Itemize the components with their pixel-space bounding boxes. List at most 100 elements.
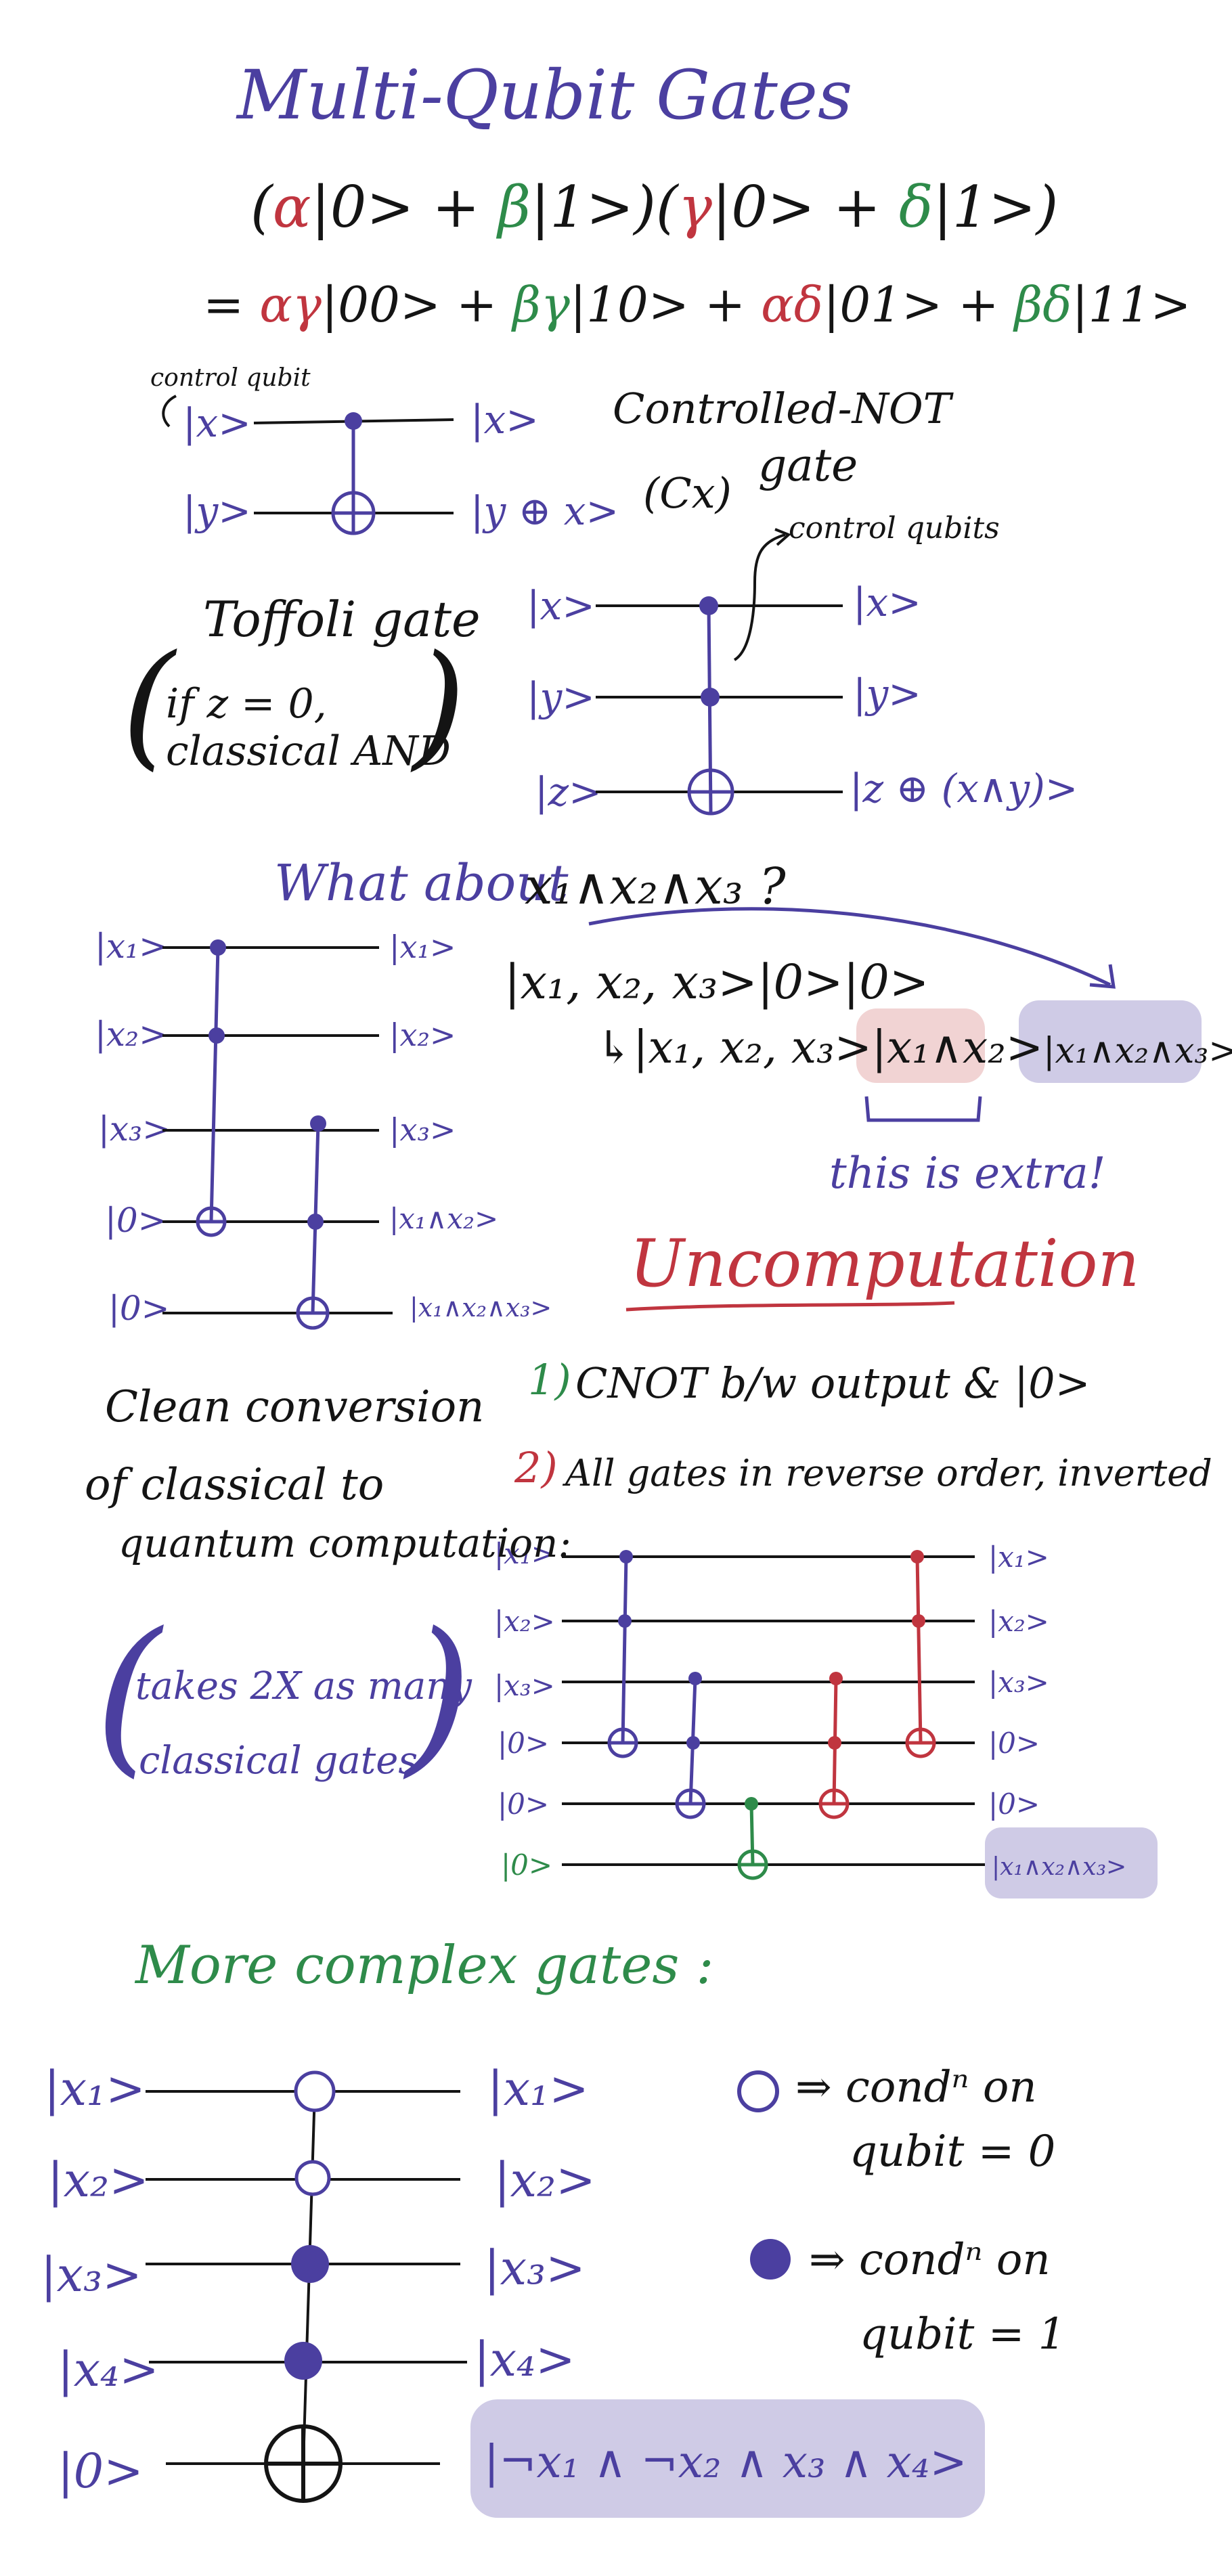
page-title: Multi-Qubit Gates [236, 55, 852, 135]
coef-alpha: α [273, 174, 311, 240]
ket11: |11> [1072, 276, 1191, 333]
state-arrowhead [1089, 964, 1116, 989]
extra-brace [864, 1096, 982, 1122]
toffoli-in-3: |z> [535, 769, 602, 815]
and-in-3: |x₃> [98, 1109, 171, 1149]
three-and-circuit: |x₁> |x₂> |x₃> |0> |0> |x₁> |x₂> |x₃> |x… [95, 927, 552, 1330]
extra-note: this is extra! [829, 1149, 1105, 1199]
cx-result: |¬x₁ ∧ ¬x₂ ∧ x₃ ∧ x₄> [484, 2436, 967, 2488]
prod2-eq: = [203, 276, 259, 333]
uncomputation-underline [625, 1301, 955, 1312]
unc-in-4: |0> [498, 1727, 549, 1760]
term-ag: αγ [259, 276, 322, 333]
and-out-3: |x₃> [389, 1111, 456, 1148]
state-line-2: ↳|x₁, x₂, x₃>|x₁∧x₂>|x₁∧x₂∧x₃> [596, 1021, 1232, 1073]
state-equation: |x₁, x₂, x₃>|0>|0> ↳|x₁, x₂, x₃>|x₁∧x₂>|… [504, 907, 1232, 1199]
prod1-close: ) [1035, 174, 1059, 240]
step-2-text: All gates in reverse order, inverted [562, 1452, 1212, 1494]
cnot-out-bottom: |y ⊕ x> [470, 488, 619, 534]
toffoli-control-1 [699, 596, 718, 615]
and-out-1: |x₁> [389, 929, 456, 965]
toffoli-note-1: if z = 0, [166, 680, 327, 728]
unc-g4-ctrl-1 [829, 1672, 843, 1685]
unc-out-6: |x₁∧x₂∧x₃> [992, 1853, 1126, 1881]
toffoli-name: Toffoli gate [203, 591, 481, 648]
toffoli-vertical [707, 605, 713, 813]
toffoli-out-3: |z ⊕ (x∧y)> [850, 765, 1078, 812]
clean-paren-2: classical gates [139, 1739, 418, 1783]
unc-g2-ctrl-1 [688, 1672, 702, 1685]
coef-gamma: γ [678, 174, 713, 240]
cx-open-control-1 [294, 2070, 336, 2112]
unc-g5-ctrl-1 [910, 1550, 924, 1563]
toffoli-control-label: control qubits [789, 511, 1000, 546]
state-arrow-curve [588, 907, 1112, 987]
unc-g1-ctrl-1 [619, 1550, 633, 1563]
clean-paren-1: takes 2X as many [135, 1664, 472, 1708]
cx-out-3: |x₃> [484, 2240, 586, 2296]
legend-open-2: qubit = 0 [850, 2127, 1055, 2177]
unc-g4-ctrl-2 [828, 1736, 841, 1750]
step-2-num: 2) [514, 1443, 558, 1492]
and-in-2: |x₂> [95, 1015, 167, 1054]
product-line-1: (α|0> + β|1>)(γ|0> + δ|1>) [250, 174, 1058, 240]
unc-in-5: |0> [498, 1787, 549, 1821]
toffoli-note-2: classical AND [166, 728, 451, 775]
term-bd: βδ [1012, 276, 1072, 333]
prod1-open: ( [250, 174, 274, 240]
and-in-1: |x₁> [95, 927, 167, 966]
and-out-5: |x₁∧x₂∧x₃> [410, 1293, 552, 1323]
and-in-4: |0> [105, 1201, 167, 1240]
and-gate1-control-2 [208, 1027, 225, 1044]
cnot-name-1: Controlled-NOT [613, 384, 954, 433]
prod1-mid: )( [632, 174, 680, 240]
toffoli-control-arrow [733, 533, 786, 661]
and-gate2-control-2 [307, 1214, 324, 1230]
term-ad: αδ [761, 276, 823, 333]
prod1-ket1a: |1> [531, 174, 634, 240]
state-final-term: |x₁∧x₂∧x₃> [1043, 1031, 1232, 1071]
legend-open-1: ⇒ condⁿ on [795, 2062, 1037, 2112]
toffoli-in-2: |y> [527, 674, 595, 720]
toffoli-in-1: |x> [527, 583, 595, 629]
legend-open-circle-icon [737, 2070, 779, 2112]
unc-g1-vertical [621, 1556, 628, 1744]
unc-out-5: |0> [988, 1787, 1040, 1821]
clean-note-2: of classical to [85, 1460, 384, 1510]
cx-in-2: |x₂> [47, 2152, 149, 2208]
cx-in-1: |x₁> [44, 2061, 146, 2116]
unc-result-highlight [985, 1827, 1158, 1898]
cx-out-1: |x₁> [487, 2061, 589, 2116]
prod1-ket0b: |0> + [712, 174, 899, 240]
toffoli-section: Toffoli gate ( if z = 0, classical AND )… [122, 511, 1078, 816]
legend-filled-circle-icon [750, 2239, 791, 2280]
cnot-out-top: |x> [470, 397, 539, 443]
state-line-2-prefix: ↳|x₁, x₂, x₃> [596, 1021, 872, 1073]
unc-in-6: |0> [501, 1848, 552, 1882]
unc-out-3: |x₃> [988, 1666, 1049, 1699]
state-line-1: |x₁, x₂, x₃>|0>|0> [504, 954, 929, 1010]
cx-out-4: |x₄> [474, 2332, 575, 2387]
what-about-prefix: What about [274, 854, 569, 912]
unc-g3-ctrl [745, 1797, 758, 1811]
uncomputation-section: Uncomputation 1) CNOT b/w output & |0> 2… [494, 1226, 1212, 1898]
and-gate1-vertical [209, 947, 220, 1222]
unc-g5-ctrl-2 [912, 1614, 925, 1628]
final-highlight [1019, 1000, 1202, 1083]
prod1-ket0a: |0> + [311, 174, 498, 240]
cx-in-4: |x₄> [58, 2342, 159, 2397]
toffoli-paren-open: ( [122, 626, 177, 784]
unc-g1-ctrl-2 [618, 1614, 632, 1628]
coef-beta: β [496, 174, 531, 240]
unc-g2-ctrl-2 [686, 1736, 700, 1750]
and-out-2: |x₂> [389, 1017, 456, 1053]
unc-g3-vertical [749, 1803, 755, 1865]
toffoli-out-2: |y> [853, 671, 921, 717]
uncomputation-title: Uncomputation [630, 1226, 1139, 1302]
legend-filled-2: qubit = 1 [860, 2309, 1065, 2359]
toffoli-control-2 [701, 688, 720, 707]
unc-out-4: |0> [988, 1727, 1040, 1760]
cnot-symbol: (Cx) [643, 468, 732, 518]
coef-delta: δ [899, 174, 933, 240]
